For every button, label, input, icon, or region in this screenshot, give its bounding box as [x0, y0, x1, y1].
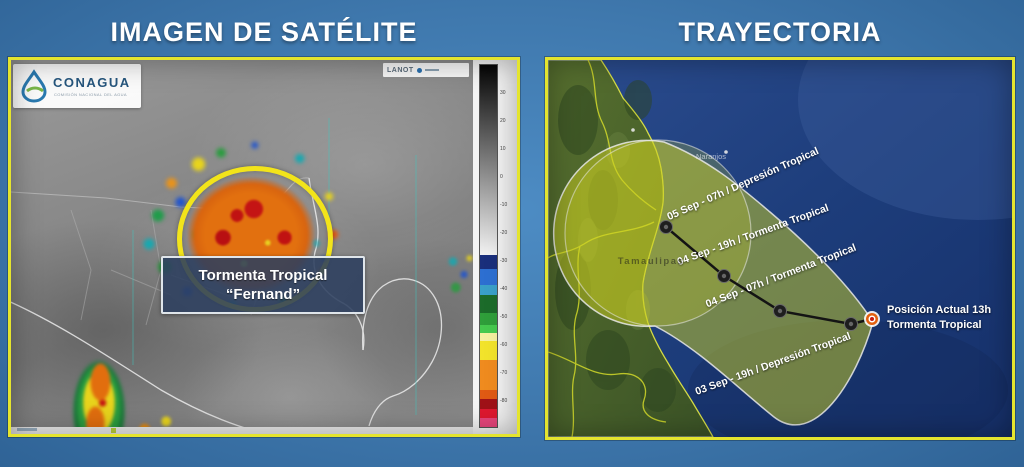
current-position-label: Posición Actual 13h Tormenta Tropical [887, 303, 1012, 333]
satellite-image-panel: Tormenta Tropical “Fernand” CONAGUA COMI… [8, 57, 520, 437]
lanot-watermark-bar: LANOT [383, 63, 469, 77]
scale-tick-label: -30 [500, 258, 508, 264]
conagua-logo-box: CONAGUA COMISIÓN NACIONAL DEL AGUA [13, 64, 141, 108]
lanot-logo-mark [424, 69, 439, 71]
current-position-line1: Posición Actual 13h [887, 304, 992, 316]
trajectory-map [548, 60, 1012, 437]
current-position-line2: Tormenta Tropical [887, 319, 982, 331]
colorbar-segment [480, 325, 497, 333]
temperature-colorbar [479, 64, 498, 428]
colorbar-segment [480, 341, 497, 360]
caption-mark [17, 428, 37, 431]
temperature-scale-strip: 30 20 10 0 -10 -20 -30 -40 -50 -60 -70 -80 [473, 60, 517, 434]
scale-tick-label: -70 [500, 370, 508, 376]
scale-tick-label: 0 [500, 174, 503, 180]
forecast-circle-outline [564, 139, 752, 327]
forecast-cone [552, 139, 874, 426]
colorbar-segment [480, 399, 497, 409]
lanot-logo-icon [416, 67, 422, 73]
current-position-marker [864, 311, 880, 327]
forecast-waypoints [659, 220, 858, 331]
caption-mark [111, 428, 116, 433]
colorbar-segment [480, 418, 497, 427]
colorbar-segment [480, 269, 497, 285]
conagua-logo-text: CONAGUA [53, 75, 131, 90]
colorbar-segment [480, 313, 497, 325]
scale-tick-label: -20 [500, 230, 508, 236]
colorbar-segment [480, 360, 497, 390]
trajectory-map-panel: 05 Sep - 07h / Depresión Tropical 04 Sep… [545, 57, 1015, 440]
colorbar-segment [480, 285, 497, 295]
scale-tick-label: -40 [500, 286, 508, 292]
scale-tick-label: 10 [500, 146, 506, 152]
scale-tick-label: -60 [500, 342, 508, 348]
colorbar-segment [480, 65, 497, 255]
scale-tick-label: 30 [500, 90, 506, 96]
region-label: Tamaulipas [617, 256, 685, 267]
colorbar-segment [480, 295, 497, 313]
lanot-watermark-text: LANOT [387, 66, 414, 74]
colorbar-segment [480, 333, 497, 341]
conagua-tagline: COMISIÓN NACIONAL DEL AGUA [54, 92, 128, 97]
satellite-caption-strip [11, 427, 473, 434]
colorbar-segment [480, 409, 497, 418]
scale-tick-label: -80 [500, 398, 508, 404]
satellite-panel-title: IMAGEN DE SATÉLITE [110, 16, 418, 47]
colorbar-segment [480, 255, 497, 269]
storm-name-line1: Tormenta Tropical [198, 267, 328, 284]
city-dot [724, 150, 728, 154]
conagua-drop-icon [21, 69, 47, 103]
trajectory-panel-title: TRAYECTORIA [678, 16, 882, 47]
scale-tick-label: 20 [500, 118, 506, 124]
city-label: Naranjos [696, 152, 727, 161]
city-dot [631, 128, 635, 132]
colorbar-segment [480, 390, 497, 399]
scale-tick-label: -50 [500, 314, 508, 320]
storm-name-label: Tormenta Tropical “Fernand” [161, 256, 365, 314]
storm-name-line2: “Fernand” [225, 286, 301, 303]
scale-tick-label: -10 [500, 202, 508, 208]
